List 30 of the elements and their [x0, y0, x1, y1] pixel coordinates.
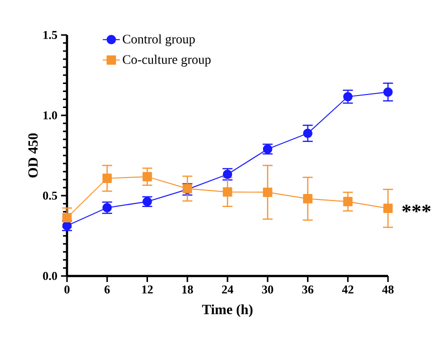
point: [262, 188, 272, 197]
text: ***: [402, 204, 431, 212]
x-tick-label: 24: [222, 285, 234, 294]
y-tick-label: 1.5: [44, 30, 58, 40]
y-tick-label: 0.5: [43, 192, 58, 200]
x-tick-label: 42: [342, 285, 354, 294]
point: [102, 174, 112, 183]
point: [303, 128, 312, 138]
x-tick-label: 18: [182, 285, 193, 294]
point: [62, 212, 72, 222]
legend-label: Control group: [122, 34, 195, 46]
x-tick-label: 30: [262, 285, 274, 294]
x-tick-label: 0: [64, 285, 70, 294]
point: [343, 92, 353, 102]
point: [303, 194, 312, 204]
point: [383, 87, 393, 97]
y-tick-label: 1.0: [44, 111, 58, 120]
point: [142, 172, 152, 182]
x-tick-label: 36: [302, 285, 314, 294]
point: [62, 221, 72, 230]
y-tick-label: 0.0: [43, 272, 58, 280]
x-tick-label: 6: [104, 285, 110, 294]
x-axis-title: Time (h): [202, 304, 253, 318]
point: [383, 204, 393, 214]
x-tick-label: 48: [382, 285, 394, 294]
y-axis-title: OD 450: [28, 133, 38, 178]
x-tick-label: 12: [142, 285, 153, 294]
point: [343, 196, 353, 206]
point: [222, 187, 232, 197]
legend-label: Co-culture group: [122, 54, 211, 67]
